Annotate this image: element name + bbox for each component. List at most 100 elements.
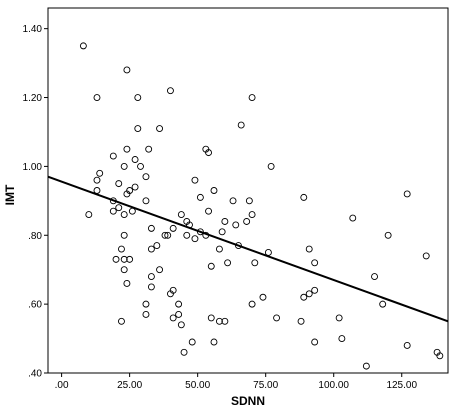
data-point — [436, 352, 444, 360]
data-point — [221, 317, 229, 325]
data-point — [93, 176, 101, 184]
data-point — [120, 211, 128, 219]
plot-area — [47, 7, 449, 374]
data-point — [131, 183, 139, 191]
data-point — [120, 231, 128, 239]
data-point — [300, 293, 308, 301]
data-point — [248, 300, 256, 308]
data-point — [120, 266, 128, 274]
data-point — [123, 190, 131, 198]
y-tick-label: .80 — [28, 231, 42, 242]
data-point — [177, 211, 185, 219]
data-point — [273, 314, 281, 322]
data-point — [175, 311, 183, 318]
y-tick-label: 1.40 — [23, 24, 43, 35]
data-point — [215, 245, 223, 253]
data-point — [205, 207, 212, 215]
y-tick-label: .40 — [28, 369, 42, 380]
data-point — [131, 156, 139, 163]
x-tick-label: 75.00 — [253, 380, 278, 391]
data-point — [153, 242, 161, 250]
data-point — [349, 214, 357, 222]
data-point — [109, 152, 117, 160]
y-axis: .40 .60 .80 1.00 1.20 1.40 — [23, 24, 48, 380]
data-point — [145, 145, 153, 153]
data-point — [112, 255, 120, 263]
data-point — [205, 149, 212, 157]
data-point — [123, 66, 131, 74]
data-point — [156, 266, 164, 274]
data-point — [422, 252, 430, 260]
data-point — [123, 280, 131, 287]
data-point — [259, 293, 267, 301]
data-point — [147, 283, 155, 291]
data-point — [96, 169, 104, 177]
x-axis-title: SDNN — [231, 394, 265, 408]
data-point — [180, 348, 188, 356]
data-point — [311, 286, 319, 294]
data-point — [123, 145, 131, 153]
data-point — [166, 290, 174, 298]
data-point — [191, 235, 199, 243]
data-point — [79, 42, 87, 50]
data-point — [137, 162, 144, 170]
data-point — [251, 259, 259, 267]
data-point — [384, 231, 392, 239]
data-point — [248, 211, 256, 219]
data-point — [183, 231, 191, 239]
data-point — [115, 180, 123, 188]
data-point — [134, 125, 142, 132]
data-point — [305, 245, 313, 253]
x-tick-label: 50.00 — [185, 380, 210, 391]
data-point — [248, 94, 256, 101]
data-point — [297, 317, 305, 325]
data-point — [235, 242, 242, 250]
y-axis-title: IMT — [3, 184, 17, 205]
data-point — [305, 290, 313, 298]
y-tick-label: 1.00 — [23, 162, 43, 173]
x-axis: .00 25.00 50.00 75.00 100.00 125.00 — [55, 373, 417, 391]
data-point — [142, 300, 150, 308]
data-point — [403, 190, 411, 198]
x-tick-label: 100.00 — [318, 380, 349, 391]
data-point — [147, 224, 155, 232]
data-point — [109, 207, 117, 215]
data-point — [403, 342, 411, 349]
x-tick-label: 125.00 — [386, 380, 417, 391]
data-point — [210, 187, 218, 194]
data-point — [232, 221, 240, 229]
data-point — [311, 338, 319, 346]
data-point — [215, 317, 223, 325]
data-point — [164, 231, 172, 239]
data-point — [371, 273, 378, 281]
data-point — [134, 94, 142, 101]
data-point — [85, 211, 93, 219]
regression-line — [47, 175, 449, 323]
data-point — [188, 338, 196, 346]
data-point — [207, 262, 215, 270]
data-point — [267, 162, 275, 170]
data-point — [224, 259, 232, 267]
data-points — [79, 42, 444, 370]
data-point — [115, 204, 123, 212]
data-point — [379, 300, 387, 308]
data-point — [196, 193, 204, 201]
data-point — [177, 321, 185, 329]
data-point — [311, 259, 319, 267]
data-point — [229, 197, 237, 205]
data-point — [142, 173, 150, 181]
y-tick-label: 1.20 — [23, 93, 43, 104]
data-point — [218, 228, 226, 236]
data-point — [169, 224, 177, 232]
data-point — [93, 94, 101, 101]
data-point — [196, 228, 204, 236]
data-point — [147, 273, 155, 281]
data-point — [118, 245, 125, 253]
y-tick-label: .60 — [28, 300, 42, 311]
data-point — [335, 314, 343, 322]
data-point — [175, 300, 183, 308]
data-point — [191, 176, 199, 184]
x-tick-label: 25.00 — [117, 380, 142, 391]
